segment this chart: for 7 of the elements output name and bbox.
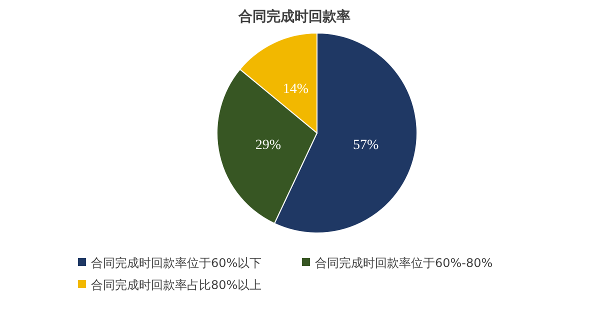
data-label: 29% — [255, 138, 282, 153]
legend-label: 合同完成时回款率位于60%-80% — [315, 256, 493, 270]
legend-label: 合同完成时回款率占比80%以上 — [91, 278, 262, 292]
data-label: 57% — [352, 138, 379, 153]
data-label: 14% — [282, 82, 309, 97]
chart-title: 合同完成时回款率 — [238, 8, 350, 25]
legend-label: 合同完成时回款率位于60%以下 — [91, 256, 262, 270]
